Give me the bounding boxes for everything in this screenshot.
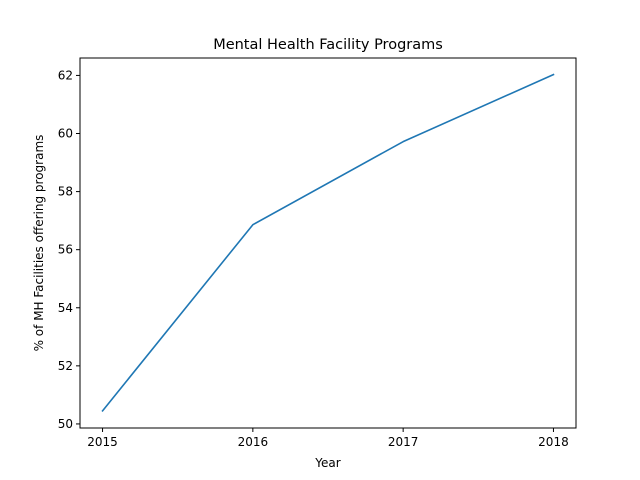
y-tick-label: 50: [58, 417, 73, 431]
x-tick-label: 2018: [538, 435, 569, 449]
chart-title: Mental Health Facility Programs: [213, 37, 443, 53]
y-axis-label: % of MH Facilities offering programs: [32, 135, 46, 352]
y-tick-label: 58: [58, 185, 73, 199]
y-axis: 50 52 54 56 58 60 62: [58, 68, 80, 431]
y-tick-label: 56: [58, 243, 73, 257]
x-tick-label: 2016: [238, 435, 269, 449]
x-axis-label: Year: [314, 456, 340, 470]
x-axis: 2015 2016 2017 2018: [87, 428, 569, 449]
y-tick-label: 62: [58, 68, 73, 82]
y-tick-label: 54: [58, 301, 73, 315]
y-tick-label: 52: [58, 359, 73, 373]
plot-area: [79, 57, 577, 429]
y-tick-label: 60: [58, 127, 73, 141]
series-line: [101, 73, 555, 412]
series-layer: [101, 73, 555, 412]
x-tick-label: 2015: [87, 435, 118, 449]
x-tick-label: 2017: [388, 435, 419, 449]
plot-frame: [79, 57, 577, 429]
